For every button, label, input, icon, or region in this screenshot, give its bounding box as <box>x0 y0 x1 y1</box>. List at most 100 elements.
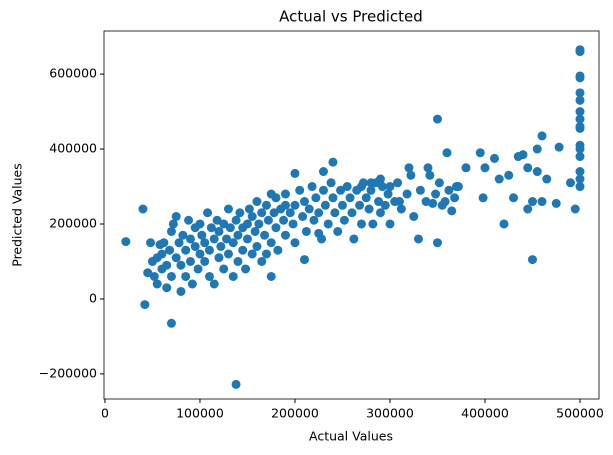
point <box>575 144 585 154</box>
point <box>385 182 395 192</box>
point <box>532 167 542 177</box>
point <box>374 197 384 207</box>
point <box>244 204 254 214</box>
y-tick-label: −200000 <box>39 365 97 380</box>
point <box>299 255 309 265</box>
x-axis-label: Actual Values <box>309 429 393 444</box>
point <box>311 193 321 203</box>
point <box>523 163 533 173</box>
point <box>260 230 270 240</box>
point <box>250 226 260 236</box>
point <box>377 182 387 192</box>
point <box>575 123 585 133</box>
point <box>174 238 184 248</box>
point <box>266 238 276 248</box>
point <box>241 264 251 274</box>
point <box>231 215 241 225</box>
point <box>383 189 393 199</box>
point <box>406 170 416 180</box>
point <box>537 131 547 141</box>
point <box>257 208 267 218</box>
point <box>247 249 257 259</box>
point <box>266 271 276 281</box>
point <box>252 241 262 251</box>
point <box>162 260 172 270</box>
point <box>185 256 195 266</box>
point <box>171 253 181 263</box>
point <box>508 193 518 203</box>
point <box>318 185 328 195</box>
point <box>181 245 191 255</box>
point <box>366 185 376 195</box>
point <box>499 219 509 229</box>
point <box>280 230 290 240</box>
point <box>375 208 385 218</box>
point <box>444 185 454 195</box>
point <box>532 144 542 154</box>
point <box>209 234 219 244</box>
point <box>261 200 271 210</box>
point <box>166 318 176 328</box>
point <box>162 283 172 293</box>
point <box>140 300 150 310</box>
point <box>263 215 273 225</box>
point <box>475 148 485 158</box>
point <box>337 200 347 210</box>
point <box>575 88 585 98</box>
point <box>431 189 441 199</box>
point <box>235 208 245 218</box>
point <box>178 230 188 240</box>
x-tick-label: 500000 <box>556 406 604 421</box>
point <box>214 253 224 263</box>
point <box>290 238 300 248</box>
point <box>432 114 442 124</box>
point <box>349 234 359 244</box>
point <box>233 256 243 266</box>
point <box>204 271 214 281</box>
point <box>190 241 200 251</box>
point <box>314 208 324 218</box>
point <box>271 223 281 233</box>
x-tick-label: 100000 <box>176 406 224 421</box>
point <box>440 197 450 207</box>
point <box>570 204 580 214</box>
y-tick-label: 0 <box>89 290 97 305</box>
point <box>233 230 243 240</box>
point <box>252 197 262 207</box>
point <box>413 234 423 244</box>
point <box>575 152 585 162</box>
point <box>238 245 248 255</box>
point <box>380 200 390 210</box>
point <box>333 226 343 236</box>
point <box>301 226 311 236</box>
point <box>209 279 219 289</box>
point <box>356 219 366 229</box>
point <box>523 204 533 214</box>
point <box>288 219 298 229</box>
point <box>371 178 381 188</box>
point <box>242 219 252 229</box>
x-tick-label: 300000 <box>366 406 414 421</box>
point <box>273 245 283 255</box>
point <box>421 197 431 207</box>
point <box>185 234 195 244</box>
point <box>197 230 207 240</box>
point <box>290 168 300 178</box>
point <box>254 219 264 229</box>
point <box>181 271 191 281</box>
chart-title: Actual vs Predicted <box>279 8 423 26</box>
point <box>575 167 585 177</box>
point <box>504 170 514 180</box>
point <box>489 153 499 163</box>
point <box>554 142 564 152</box>
point <box>200 238 210 248</box>
point <box>434 178 444 188</box>
point <box>257 256 267 266</box>
point <box>166 271 176 281</box>
point <box>575 174 585 184</box>
point <box>575 45 585 55</box>
point <box>450 193 460 203</box>
point <box>358 178 368 188</box>
point <box>187 279 197 289</box>
